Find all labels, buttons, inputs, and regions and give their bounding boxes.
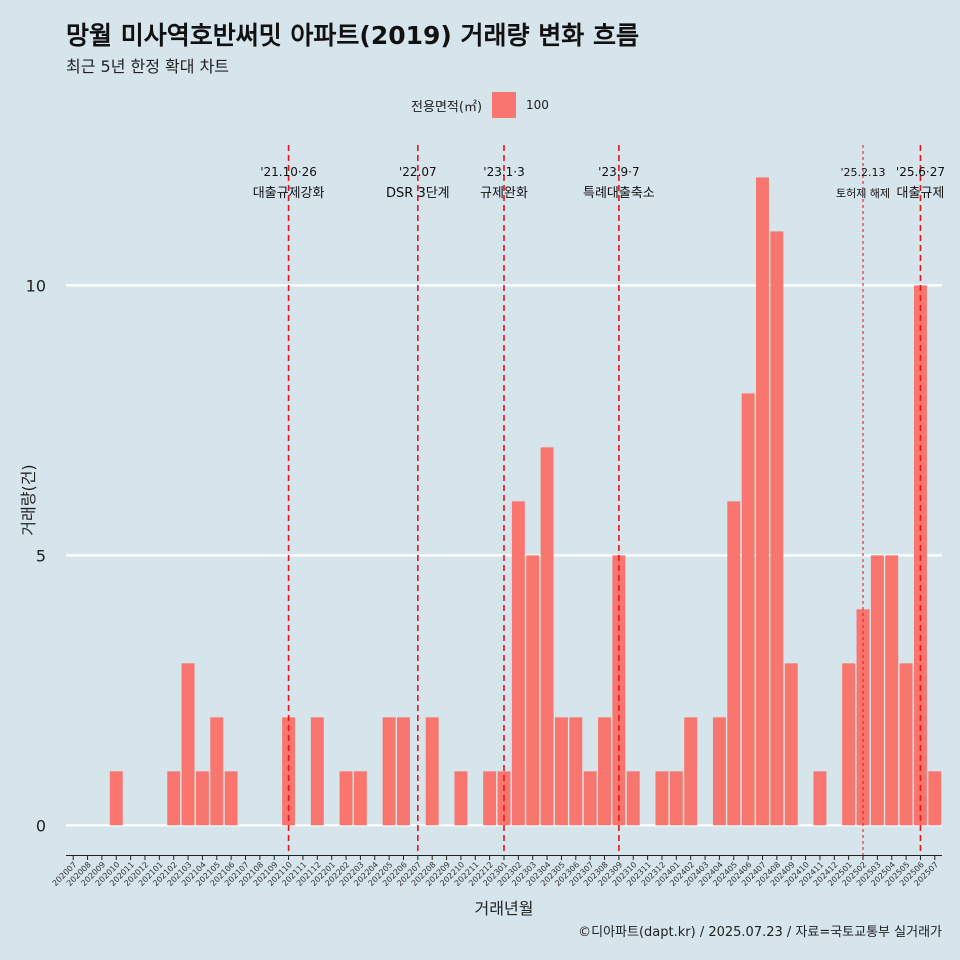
chart-title: 망월 미사역호반써밋 아파트(2019) 거래량 변화 흐름	[66, 21, 639, 50]
bar	[569, 717, 583, 826]
annotation-label: 대출규제강화	[253, 186, 325, 201]
bar	[899, 663, 913, 826]
chart-caption: ©디아파트(dapt.kr) / 2025.07.23 / 자료=국토교통부 실…	[578, 925, 942, 940]
bar	[870, 555, 884, 826]
bar	[382, 717, 396, 826]
bar	[885, 555, 899, 826]
legend-swatch	[492, 92, 517, 118]
bar	[727, 501, 741, 826]
annotation-date: '23.1·3	[483, 165, 524, 179]
bar	[928, 771, 942, 826]
legend-label: 100	[526, 98, 549, 112]
bar	[540, 447, 554, 826]
y-tick-label: 10	[26, 276, 46, 295]
bar	[310, 717, 324, 826]
legend-title: 전용면적(㎡)	[411, 99, 483, 115]
bar	[626, 771, 640, 826]
bar	[339, 771, 353, 826]
bar	[425, 717, 439, 826]
bar	[353, 771, 367, 826]
bar	[583, 771, 597, 826]
bar	[224, 771, 238, 826]
bar	[756, 177, 769, 826]
annotation-date: '22.07	[399, 165, 437, 179]
legend: 전용면적(㎡) 100	[0, 92, 960, 118]
bar	[554, 717, 568, 826]
bar	[684, 717, 698, 826]
bar	[813, 771, 827, 826]
y-tick-label: 5	[36, 546, 46, 565]
bar	[181, 663, 195, 826]
chart-subtitle: 최근 5년 한정 확대 차트	[66, 57, 230, 76]
bar	[397, 717, 410, 826]
annotation-label: 대출규제	[897, 186, 945, 201]
bar	[282, 717, 296, 826]
bar	[167, 771, 181, 826]
bar	[784, 663, 798, 826]
bar	[526, 555, 540, 826]
annotation-date: '25.2.13	[841, 166, 886, 179]
annotation-label: 특례대출축소	[583, 186, 655, 201]
bar	[842, 663, 856, 826]
annotation-label: 규제완화	[480, 186, 528, 201]
y-axis-title: 거래량(건)	[19, 464, 38, 535]
bar	[195, 771, 209, 826]
bar	[210, 717, 224, 826]
bar	[669, 771, 683, 826]
annotation-label: 토허제 해제	[836, 186, 890, 200]
x-axis-title: 거래년월	[475, 899, 534, 918]
bar	[511, 501, 525, 826]
y-tick-label: 0	[36, 816, 46, 835]
bar	[598, 717, 611, 826]
bar	[712, 717, 726, 826]
bar	[741, 393, 755, 826]
annotation-date: '23.9·7	[598, 165, 639, 179]
annotation-label: DSR 3단계	[386, 186, 450, 201]
bar	[454, 771, 468, 826]
bar	[655, 771, 669, 826]
bar	[109, 771, 123, 826]
bar	[770, 231, 784, 826]
annotation-date: '21.10·26	[260, 165, 317, 179]
bar	[483, 771, 497, 826]
annotation-date: '25.6·27	[896, 165, 945, 179]
